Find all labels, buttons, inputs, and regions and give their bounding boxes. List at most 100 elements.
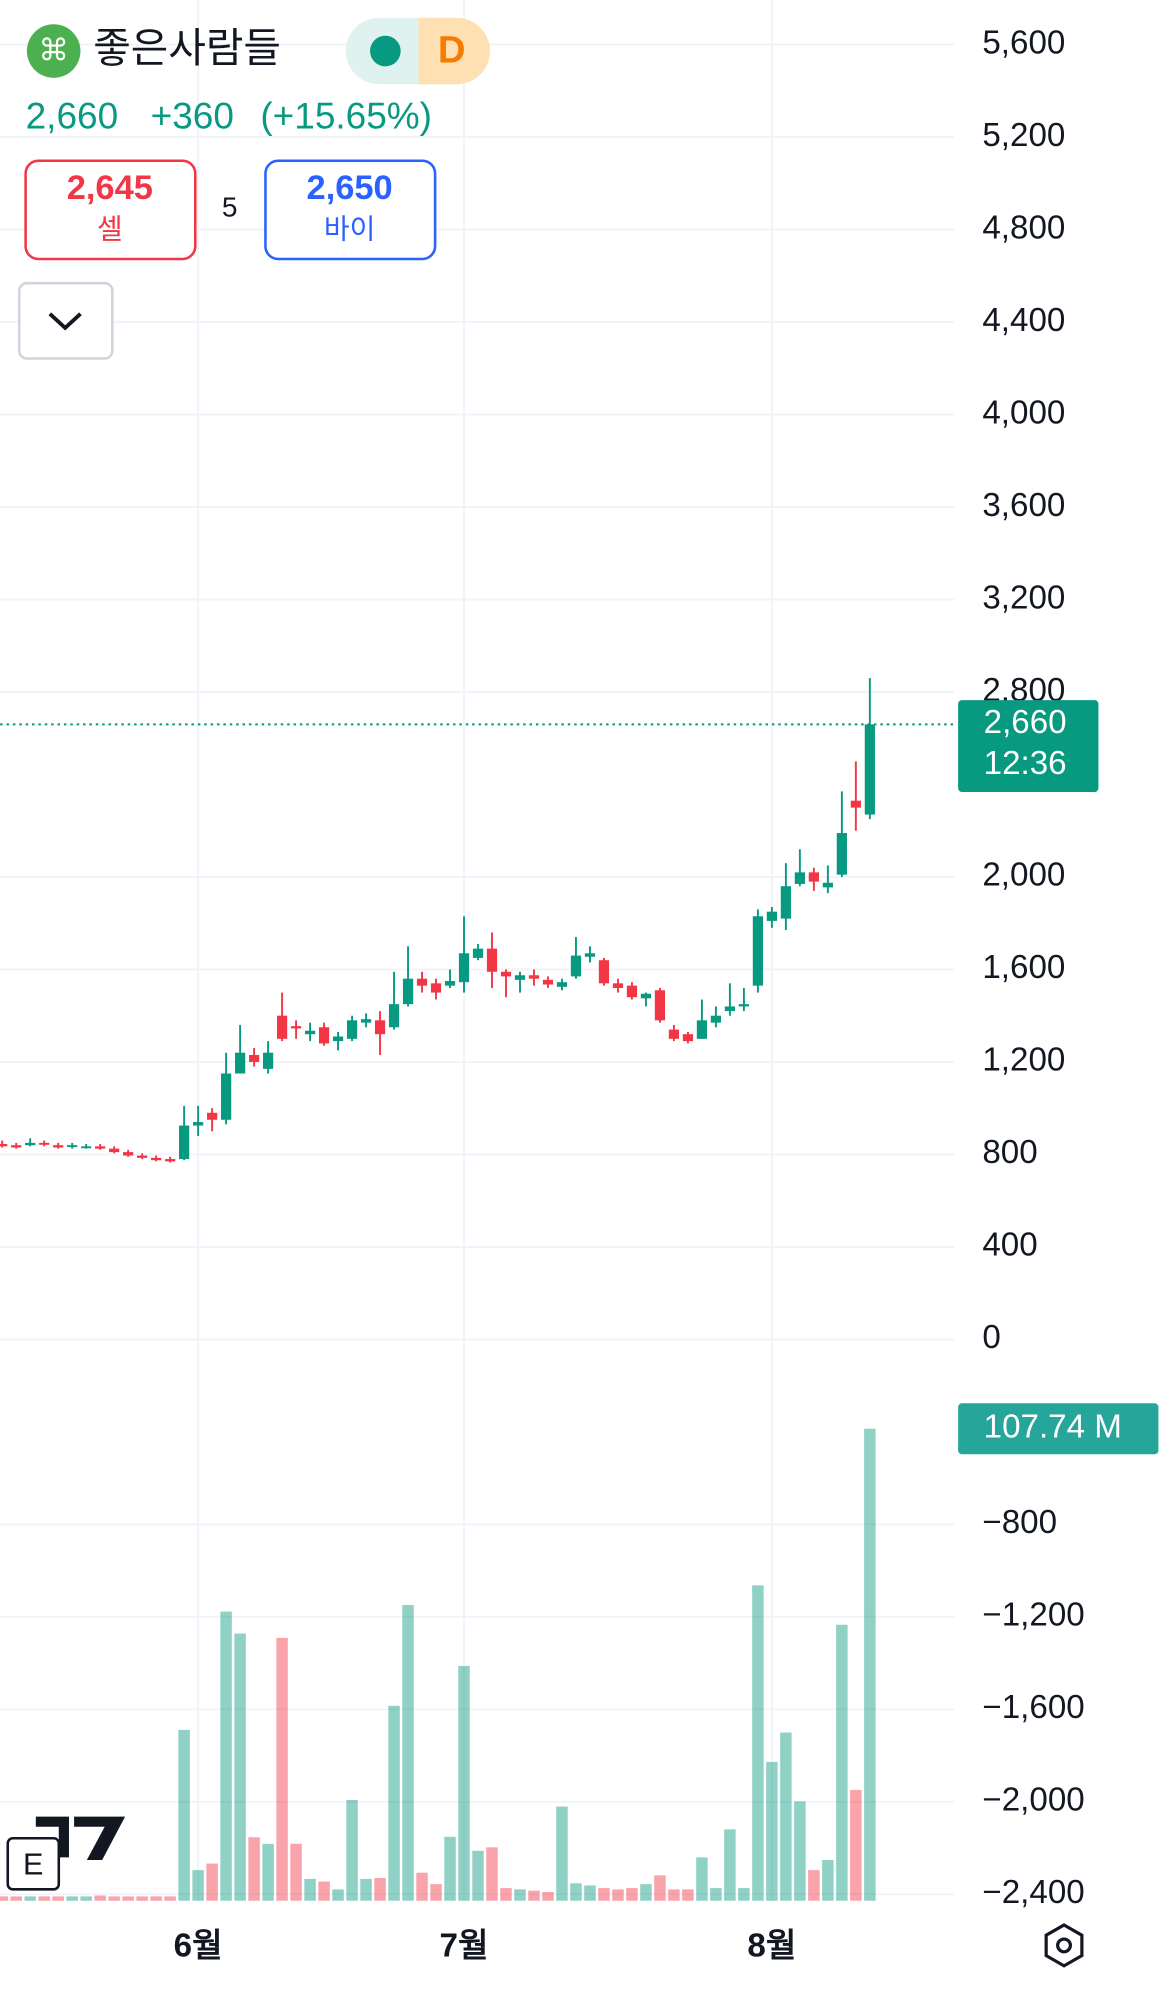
volume-bar bbox=[248, 1837, 260, 1901]
price: 2,660 bbox=[26, 95, 119, 136]
volume-bar bbox=[66, 1896, 78, 1901]
candle-body bbox=[640, 993, 652, 999]
candle-body bbox=[137, 1155, 148, 1158]
candle-body bbox=[738, 1004, 750, 1007]
volume-bar bbox=[472, 1850, 484, 1901]
y-tick-label: 1,200 bbox=[982, 1042, 1065, 1079]
volume-bar bbox=[682, 1889, 694, 1901]
volume-bar bbox=[332, 1889, 344, 1901]
candle-body bbox=[165, 1159, 176, 1162]
volume-bar bbox=[850, 1789, 862, 1901]
candle-body bbox=[360, 1019, 372, 1023]
volume-bar bbox=[304, 1878, 316, 1901]
candle-body bbox=[794, 872, 805, 884]
y-tick-label: 400 bbox=[982, 1227, 1037, 1264]
candle-body bbox=[808, 872, 819, 882]
buy-button[interactable] bbox=[264, 159, 437, 261]
volume-bar bbox=[598, 1888, 610, 1901]
y-tick-label: 800 bbox=[982, 1134, 1037, 1171]
candle-body bbox=[0, 1144, 8, 1147]
volume-bar bbox=[318, 1881, 330, 1901]
countdown: 12:36 bbox=[984, 745, 1067, 782]
candle-body bbox=[528, 975, 540, 979]
volume-bar bbox=[710, 1888, 722, 1901]
candle-body bbox=[95, 1146, 106, 1149]
candle-body bbox=[304, 1030, 316, 1035]
candle-body bbox=[67, 1145, 78, 1148]
volume-bar bbox=[444, 1836, 456, 1901]
y-tick-label: −800 bbox=[982, 1504, 1057, 1541]
candle-body bbox=[626, 985, 638, 998]
spacer bbox=[0, 0, 1, 1]
buy-label: 바이 bbox=[324, 213, 376, 244]
candle-body bbox=[780, 886, 791, 919]
volume-bar bbox=[206, 1863, 218, 1901]
candle-body bbox=[416, 978, 428, 986]
candle-body bbox=[696, 1020, 708, 1039]
volume-bar bbox=[542, 1892, 554, 1901]
y-tick-label: 5,600 bbox=[982, 24, 1065, 61]
volume-bar bbox=[38, 1896, 50, 1901]
x-tick-label: 7월 bbox=[440, 1928, 489, 1965]
change: +360 bbox=[151, 95, 234, 136]
candle-body bbox=[248, 1055, 260, 1062]
buy-price: 2,650 bbox=[307, 169, 393, 207]
expand-button[interactable] bbox=[17, 281, 114, 360]
candle-body bbox=[598, 960, 610, 984]
candle-body bbox=[53, 1145, 64, 1148]
y-tick-label: −2,000 bbox=[982, 1782, 1084, 1819]
candle-body bbox=[109, 1148, 120, 1153]
volume-label: 107.74 M bbox=[984, 1409, 1122, 1446]
candle-body bbox=[123, 1152, 134, 1156]
volume-bar bbox=[388, 1705, 400, 1901]
y-tick-label: 3,600 bbox=[982, 487, 1065, 524]
sell-button[interactable] bbox=[24, 159, 197, 261]
volume-bar bbox=[752, 1585, 764, 1901]
settings-dot bbox=[1056, 1937, 1072, 1954]
settings-icon[interactable] bbox=[1044, 1923, 1084, 1968]
volume-bar bbox=[360, 1878, 372, 1901]
logo-glyph: ⌘ bbox=[38, 33, 69, 67]
volume-bar bbox=[500, 1888, 512, 1901]
y-tick-label: −2,400 bbox=[982, 1874, 1084, 1911]
volume-bar bbox=[108, 1896, 120, 1901]
candle-body bbox=[668, 1029, 680, 1039]
volume-bar bbox=[486, 1847, 498, 1901]
volume-bar bbox=[346, 1800, 358, 1901]
candle-body bbox=[458, 953, 470, 983]
volume-bar bbox=[0, 1896, 8, 1901]
volume-bar bbox=[122, 1896, 134, 1901]
candle-body bbox=[221, 1073, 232, 1120]
volume-bar bbox=[864, 1428, 876, 1901]
candle-body bbox=[318, 1027, 330, 1044]
volume-bar bbox=[178, 1729, 190, 1901]
candle-body bbox=[276, 1015, 288, 1039]
last-price-box bbox=[958, 700, 1099, 792]
sell-price: 2,645 bbox=[67, 169, 153, 207]
candle-body bbox=[500, 971, 512, 977]
volume-label-box bbox=[958, 1403, 1159, 1455]
x-tick-label: 6월 bbox=[174, 1928, 223, 1965]
y-tick-label: 2,000 bbox=[982, 857, 1065, 894]
volume-bar bbox=[514, 1889, 526, 1901]
volume-bar bbox=[626, 1888, 638, 1901]
volume-bar bbox=[136, 1896, 148, 1901]
candle-body bbox=[472, 948, 484, 958]
candle-body bbox=[654, 990, 666, 1021]
candle-body bbox=[388, 1004, 400, 1028]
volume-bar bbox=[94, 1895, 106, 1901]
candle-body bbox=[346, 1020, 358, 1039]
candle-body bbox=[374, 1020, 386, 1035]
e-badge[interactable] bbox=[6, 1836, 61, 1891]
volume-bar bbox=[458, 1665, 470, 1901]
volume-bar bbox=[780, 1732, 792, 1901]
candle-body bbox=[570, 955, 582, 977]
volume-bar bbox=[80, 1896, 92, 1901]
candle-body bbox=[262, 1052, 274, 1069]
volume-bar bbox=[52, 1896, 64, 1901]
candle-body bbox=[25, 1142, 36, 1146]
candle-body bbox=[822, 882, 833, 888]
candle-body bbox=[710, 1015, 722, 1023]
candle-body bbox=[430, 983, 442, 993]
